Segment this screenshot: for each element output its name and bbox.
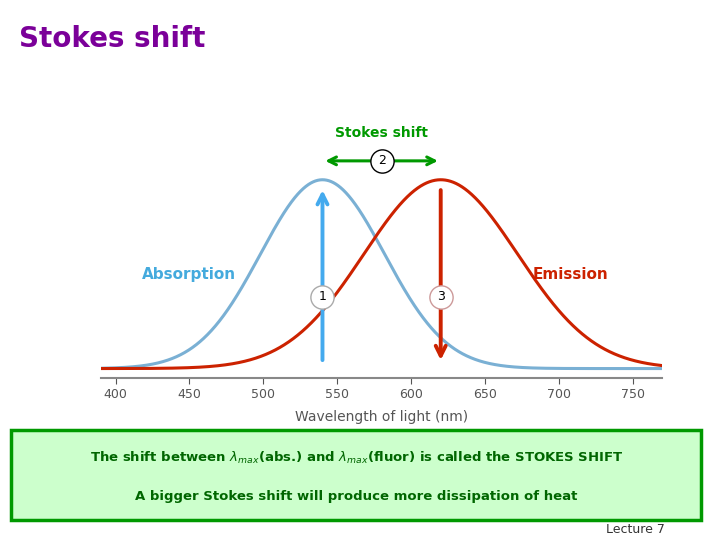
Text: 1: 1: [318, 291, 326, 303]
Text: 3: 3: [437, 291, 445, 303]
Text: A bigger Stokes shift will produce more dissipation of heat: A bigger Stokes shift will produce more …: [135, 490, 577, 503]
Text: Absorption: Absorption: [143, 267, 237, 282]
Text: Lecture 7: Lecture 7: [606, 523, 665, 536]
Point: [376, 157, 387, 165]
Text: Stokes shift: Stokes shift: [19, 25, 206, 53]
FancyBboxPatch shape: [11, 430, 701, 520]
Text: Emission: Emission: [533, 267, 608, 282]
X-axis label: Wavelength of light (nm): Wavelength of light (nm): [295, 410, 468, 424]
Text: 2: 2: [378, 154, 385, 167]
Point: [317, 293, 328, 301]
Point: [435, 293, 446, 301]
Text: Stokes shift: Stokes shift: [335, 126, 428, 140]
Text: The shift between $\lambda_{max}$(abs.) and $\lambda_{max}$(fluor) is called the: The shift between $\lambda_{max}$(abs.) …: [90, 450, 623, 466]
